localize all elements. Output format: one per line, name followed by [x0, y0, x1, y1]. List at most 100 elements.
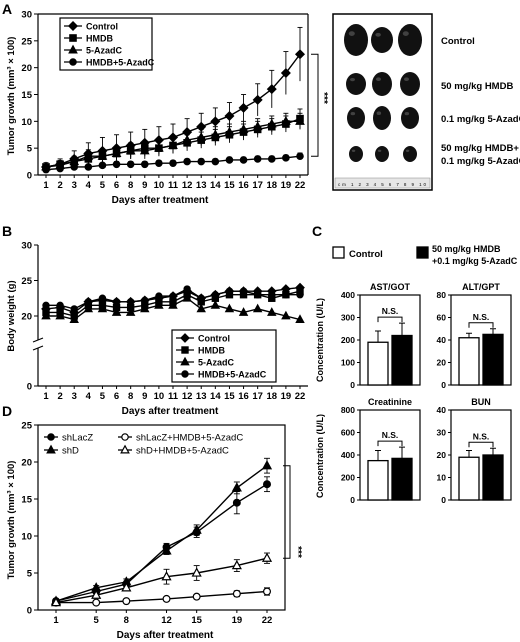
panel-b-xtick-label: 8 — [128, 391, 133, 402]
panel-a-point-hmdb-5-azadc — [98, 161, 107, 170]
tumor-highlight — [348, 31, 355, 36]
panel-a-legend-marker — [68, 44, 78, 54]
panel-a-xtick-label: 10 — [154, 180, 165, 191]
panel-c-bar-creatinine — [391, 457, 413, 501]
panel-d-point-shlacz-hmdb-5-azadc — [92, 598, 101, 607]
panel-a-point-5-azadc — [111, 148, 122, 158]
panel-c-ytick-label: 30 — [437, 428, 447, 438]
panel-b-point-5-azadc — [154, 300, 164, 309]
panel-d-point-shd-hmdb-5-azadc — [91, 589, 102, 599]
panel-d-xtick-label: 15 — [191, 615, 202, 626]
panel-b-point-hmdb-5-azadc — [268, 291, 276, 299]
photo-label-hmdb: 50 mg/kg HMDB — [441, 81, 513, 92]
panel-a-point-control — [280, 68, 291, 79]
tumor-highlight — [351, 149, 356, 152]
panel-a-point-hmdb-5-azadc — [84, 163, 93, 171]
panel-d-significance-bracket — [283, 465, 291, 559]
panel-a-point-hmdb-5-azadc — [169, 159, 177, 167]
panel-d-legend-label: shD — [62, 446, 79, 457]
panel-d-point-shd-hmdb-5-azadc — [161, 571, 172, 581]
panel-c-bar-creatinine — [367, 459, 389, 501]
panel-b-xtick-label: 3 — [72, 391, 77, 402]
panel-a-point-hmdb-5-azadc — [211, 157, 220, 166]
panel-a-point-hmdb-5-azadc — [155, 159, 163, 167]
panel-a-point-5-azadc — [224, 126, 235, 136]
panel-c-ytick-label: 800 — [341, 405, 355, 415]
panel-a-point-5-azadc — [281, 115, 291, 125]
tumor-highlight — [350, 77, 355, 82]
panel-d-legend-marker — [120, 444, 130, 454]
panel-b-ytick-label: 30 — [21, 241, 32, 252]
panel-b-legend-label: HMDB+5-AzadC — [198, 370, 267, 380]
panel-d-point-shlacz-hmdb-5-azadc — [162, 594, 171, 603]
panel-c-title-alt-gpt: ALT/GPT — [462, 282, 500, 292]
panel-b-point-hmdb-5-azadc — [253, 291, 262, 299]
panel-d-legend-marker — [121, 433, 129, 441]
tumor-sample — [403, 146, 417, 162]
panel-b-point-hmdb-5-azadc — [183, 285, 191, 293]
panel-d-point-shlacz-hmdb-5-azadc — [263, 587, 272, 596]
panel-c-title-creatinine: Creatinine — [368, 397, 412, 407]
panel-b-point-5-azadc — [140, 303, 150, 313]
panel-b-xtick-label: 9 — [142, 391, 147, 402]
panel-c-bar-ast-got — [391, 334, 413, 386]
panel-c-legend-treat-1: 50 mg/kg HMDB — [432, 244, 501, 254]
panel-d-legend-marker — [47, 433, 55, 441]
photo-label-azadc: 0.1 mg/kg 5-AzadC — [441, 114, 520, 125]
panel-c-ns-bracket-ast-got — [377, 316, 403, 323]
panel-d-ylabel: Tumor growth (mm³ × 100) — [6, 461, 17, 580]
panel-b-point-5-azadc — [83, 303, 94, 313]
panel-b-xtick-label: 14 — [210, 391, 221, 402]
tumor-sample — [346, 73, 366, 95]
panel-c-title-bun: BUN — [471, 397, 491, 407]
panel-b-xtick-label: 1 — [43, 391, 49, 402]
panel-a-xtick-label: 12 — [182, 180, 193, 191]
tumor-highlight — [350, 111, 356, 116]
panel-c-ytick-label: 400 — [341, 450, 355, 460]
panel-a-point-hmdb-5-azadc — [126, 160, 135, 169]
panel-a-point-5-azadc — [97, 150, 108, 160]
panel-a-xtick-label: 5 — [100, 180, 106, 191]
panel-b-xtick-label: 16 — [238, 391, 249, 402]
panel-b-xtick-label: 6 — [114, 391, 119, 402]
panel-b-xtick-label: 4 — [86, 391, 92, 402]
panel-c-ytick-label: 600 — [341, 428, 355, 438]
photo-label-combo-1: 50 mg/kg HMDB+ — [441, 143, 519, 154]
panel-c-ytick-label: 60 — [437, 313, 447, 323]
panel-a-xtick-label: 17 — [252, 180, 263, 191]
panel-a-ytick-label: 0 — [27, 171, 32, 182]
panel-d-point-shd — [161, 545, 172, 555]
tumor-sample — [375, 146, 389, 162]
panel-b-legend-label: 5-AzadC — [198, 358, 235, 368]
panel-b-point-hmdb-5-azadc — [169, 292, 177, 300]
panel-a-xtick-label: 13 — [196, 180, 207, 191]
panel-b-point-5-azadc — [182, 292, 192, 302]
panel-b-legend-marker — [181, 346, 189, 354]
panel-a-point-hmdb-5-azadc — [183, 157, 191, 166]
tumor-sample — [371, 27, 393, 53]
panel-b-ytick-label: 0 — [27, 382, 32, 393]
tumor-highlight — [375, 32, 381, 37]
panel-b-xtick-label: 10 — [154, 391, 165, 402]
panel-b-point-hmdb-5-azadc — [155, 292, 163, 300]
panel-a-point-5-azadc — [139, 145, 150, 155]
panel-d-legend-marker — [46, 444, 56, 454]
panel-b-xtick-label: 18 — [266, 391, 277, 402]
panel-a-point-control — [224, 110, 235, 121]
panel-d-legend-label: shD+HMDB+5-AzadC — [136, 446, 229, 457]
panel-a-legend-label: 5-AzadC — [86, 46, 123, 56]
panel-b-xtick-label: 11 — [168, 391, 179, 402]
panel-a-xtick-label: 9 — [142, 180, 147, 191]
panel-c-ytick-label: 80 — [437, 290, 447, 300]
panel-a-point-hmdb-5-azadc — [253, 155, 262, 163]
panel-b-xtick-label: 22 — [295, 391, 306, 402]
panel-c-legend-treat-swatch — [416, 246, 429, 259]
panel-b-legend-box — [171, 329, 277, 383]
panel-b-point-5-azadc — [111, 307, 122, 316]
panel-d-point-shd-hmdb-5-azadc — [261, 552, 273, 562]
panel-a-ytick-label: 15 — [21, 90, 32, 101]
tumor-highlight — [376, 77, 381, 81]
panel-b-xtick-label: 15 — [224, 391, 235, 402]
panel-d-ytick-label: 20 — [21, 458, 32, 469]
